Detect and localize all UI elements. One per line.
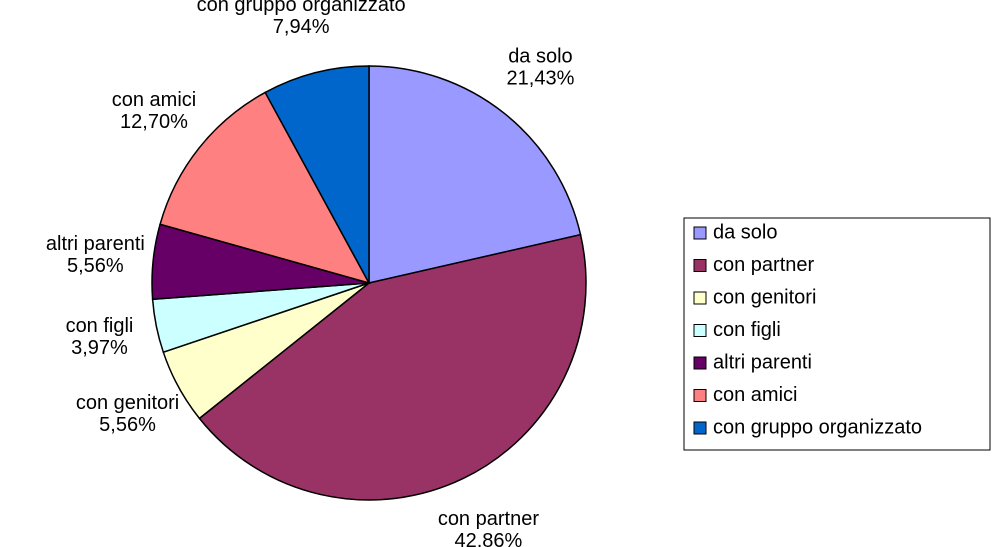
legend-swatch xyxy=(693,389,707,402)
legend-box xyxy=(683,217,991,451)
legend-label: con genitori xyxy=(713,286,816,308)
pie-slice xyxy=(159,91,371,285)
legend-swatch xyxy=(693,324,707,337)
slice-label: con figli xyxy=(66,315,134,337)
slice-label: da solo xyxy=(508,45,573,67)
pie-slice xyxy=(368,65,582,284)
pie-slice xyxy=(198,233,587,501)
legend-label: con gruppo organizzato xyxy=(713,416,922,438)
slice-value-label: 21,43% xyxy=(507,67,575,89)
slice-label: con amici xyxy=(112,89,196,111)
slice-value-label: 5,56% xyxy=(67,255,124,277)
legend-label: da solo xyxy=(713,221,778,243)
slice-value-label: 3,97% xyxy=(71,337,128,359)
slice-value-label: 12,70% xyxy=(120,111,188,133)
pie-slice xyxy=(264,65,370,284)
legend-label: altri parenti xyxy=(713,351,812,373)
slice-value-label: 5,56% xyxy=(99,414,156,436)
legend-label: con amici xyxy=(713,384,797,406)
slice-value-label: 7,94% xyxy=(273,16,330,38)
slice-label: altri parenti xyxy=(46,233,145,255)
legend-label: con partner xyxy=(713,254,815,276)
slice-label: con genitori xyxy=(76,392,179,414)
slice-value-label: 42,86% xyxy=(454,530,522,547)
legend-swatch xyxy=(693,259,707,272)
legend-swatch xyxy=(693,356,707,370)
slice-label: con partner xyxy=(438,508,540,530)
legend-label: con figli xyxy=(713,319,781,341)
legend-swatch xyxy=(693,226,707,240)
legend-swatch xyxy=(693,421,707,435)
slice-label: con gruppo organizzato xyxy=(197,0,406,16)
legend-swatch xyxy=(693,291,707,305)
